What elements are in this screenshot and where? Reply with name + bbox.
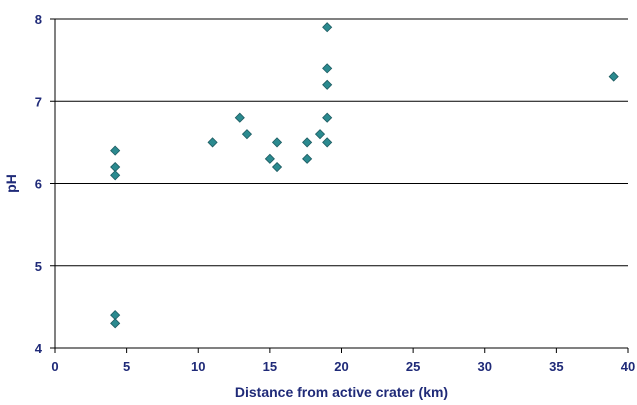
data-point [608,71,619,82]
y-tick-label: 7 [35,94,42,109]
x-tick-label: 10 [191,359,205,374]
x-tick-label: 30 [478,359,492,374]
x-tick-label: 5 [123,359,130,374]
data-point [322,22,333,33]
x-tick-label: 15 [263,359,277,374]
gridlines [55,18,628,267]
data-point [271,137,283,148]
data-point [110,170,121,181]
x-axis-title: Distance from active crater (km) [235,384,448,400]
data-point [207,137,218,148]
y-tick-label: 4 [35,341,43,356]
x-tick-label: 40 [621,359,635,374]
data-point [234,112,245,123]
data-point [110,161,121,173]
y-tick-label: 5 [35,259,42,274]
data-point [110,318,121,329]
data-point [322,63,333,74]
data-point [110,310,121,321]
y-tick-label: 6 [35,177,42,192]
x-tick-label: 0 [51,359,58,374]
x-tick-label: 20 [334,359,348,374]
data-point [322,137,333,148]
data-points [110,22,619,329]
data-point [322,112,333,123]
x-tick-label: 25 [406,359,420,374]
y-axis-title: pH [3,174,19,193]
data-point [302,137,313,148]
y-tick-label: 8 [35,12,42,27]
data-point [110,145,121,156]
data-point [241,129,253,140]
data-point [302,153,313,164]
data-point [322,79,333,90]
data-point [264,153,275,164]
data-point [314,129,326,140]
data-point [271,161,283,173]
x-tick-label: 35 [549,359,563,374]
